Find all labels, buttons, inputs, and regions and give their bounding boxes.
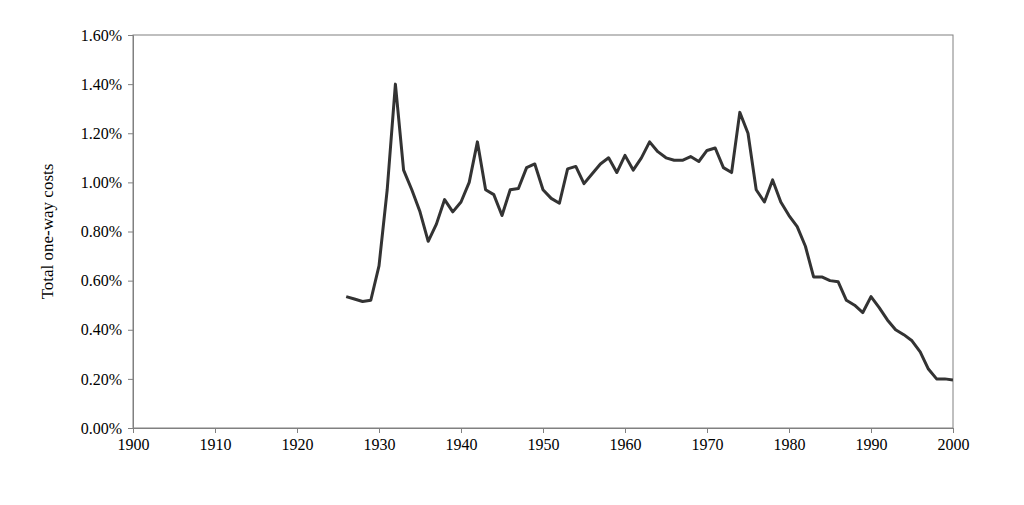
x-tick: 1990 (856, 428, 888, 453)
x-axis: 1900 1910 1920 1930 1940 1950 1960 1970 1980 1990… (118, 428, 970, 453)
series-line (346, 84, 953, 380)
x-tick-label: 1950 (528, 436, 560, 453)
y-tick-mark (128, 379, 133, 380)
x-tick-mark (133, 428, 134, 433)
y-tick-mark (128, 281, 133, 282)
y-tick-mark (128, 428, 133, 429)
x-tick: 2000 (938, 428, 970, 453)
y-tick: 1.40% (81, 76, 133, 93)
chart: 0.00% 0.20% 0.40% 0.60% 0.80% 1.00% 1.20% 1.40%… (0, 0, 1024, 505)
x-tick: 1970 (692, 428, 724, 453)
y-tick-label: 0.40% (81, 321, 122, 338)
x-tick-label: 1940 (446, 436, 478, 453)
x-tick: 1900 (118, 428, 150, 453)
y-tick-label: 0.60% (81, 272, 122, 289)
y-tick-label: 1.20% (81, 125, 122, 142)
x-tick: 1910 (200, 428, 232, 453)
y-tick-label: 0.20% (81, 370, 122, 387)
x-tick-mark (625, 428, 626, 433)
x-tick: 1940 (446, 428, 478, 453)
x-tick-label: 1910 (200, 436, 232, 453)
x-tick-mark (297, 428, 298, 433)
y-tick: 0.80% (81, 223, 133, 240)
y-tick: 1.20% (81, 125, 133, 142)
x-tick-mark (379, 428, 380, 433)
x-tick-label: 1930 (364, 436, 396, 453)
x-tick-label: 1960 (610, 436, 642, 453)
x-tick-label: 1900 (118, 436, 150, 453)
x-tick-mark (871, 428, 872, 433)
y-tick: 0.40% (81, 321, 133, 338)
y-tick: 0.20% (81, 370, 133, 387)
y-tick-mark (128, 35, 133, 36)
plot: 0.00% 0.20% 0.40% 0.60% 0.80% 1.00% 1.20% 1.40%… (81, 27, 970, 454)
x-tick-label: 1980 (774, 436, 806, 453)
x-tick-mark (215, 428, 216, 433)
x-tick: 1920 (282, 428, 314, 453)
y-tick: 0.00% (81, 420, 133, 437)
y-tick-label: 1.40% (81, 76, 122, 93)
x-tick-mark (953, 428, 954, 433)
x-tick: 1960 (610, 428, 642, 453)
x-tick-mark (461, 428, 462, 433)
y-axis: 0.00% 0.20% 0.40% 0.60% 0.80% 1.00% 1.20% 1.40%… (81, 27, 134, 437)
y-tick-mark (128, 232, 133, 233)
series-group (346, 84, 953, 380)
x-tick-label: 2000 (938, 436, 970, 453)
x-tick-label: 1970 (692, 436, 724, 453)
y-tick-mark (128, 330, 133, 331)
x-tick: 1950 (528, 428, 560, 453)
y-tick: 0.60% (81, 272, 133, 289)
x-tick-mark (707, 428, 708, 433)
frame (133, 35, 953, 428)
y-tick-label: 1.00% (81, 174, 122, 191)
x-tick-mark (543, 428, 544, 433)
y-tick: 1.60% (81, 27, 133, 44)
y-tick-label: 0.00% (81, 420, 122, 437)
x-tick: 1930 (364, 428, 396, 453)
x-tick-mark (789, 428, 790, 433)
y-tick-label: 0.80% (81, 223, 122, 240)
y-tick-mark (128, 84, 133, 85)
x-tick-label: 1990 (856, 436, 888, 453)
y-tick-mark (128, 133, 133, 134)
y-axis-line (128, 36, 134, 429)
y-tick: 1.00% (81, 174, 133, 191)
x-axis-line (134, 429, 954, 434)
y-tick-mark (128, 182, 133, 183)
x-tick: 1980 (774, 428, 806, 453)
y-axis-title: Total one-way costs (38, 164, 57, 300)
x-tick-label: 1920 (282, 436, 314, 453)
y-tick-label: 1.60% (81, 27, 122, 44)
